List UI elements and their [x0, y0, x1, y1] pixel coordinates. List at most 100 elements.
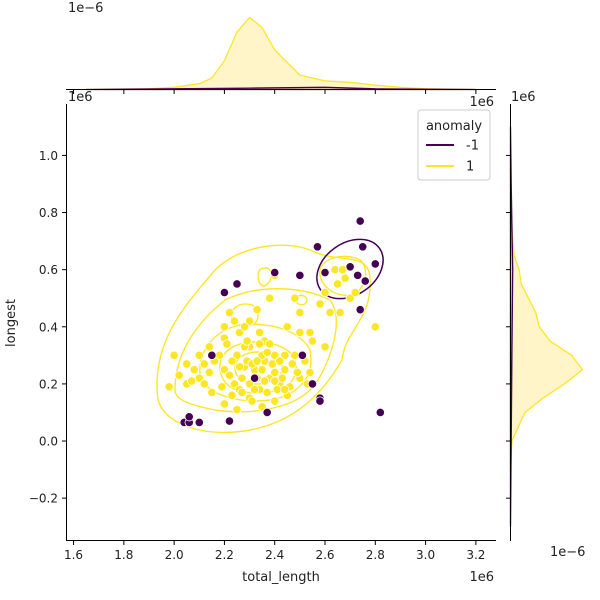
data-point-anomaly-neg1: [358, 242, 368, 252]
data-point-anomaly-1: [270, 396, 280, 406]
data-point-anomaly-1: [315, 299, 325, 309]
data-point-anomaly-1: [187, 376, 197, 386]
marginal-right-kde: 1e−6: [506, 104, 585, 560]
data-point-anomaly-1: [224, 307, 235, 318]
data-point-anomaly-neg1: [194, 417, 204, 428]
data-point-anomaly-neg1: [307, 379, 318, 389]
x-axis-label: total_length: [242, 570, 320, 585]
legend-title: anomaly: [426, 119, 482, 134]
data-point-anomaly-1: [305, 327, 315, 338]
data-point-anomaly-1: [174, 370, 184, 380]
data-point-anomaly-neg1: [219, 287, 230, 298]
data-point-anomaly-1: [224, 370, 235, 380]
data-point-anomaly-1: [262, 347, 272, 358]
data-point-anomaly-1: [189, 365, 199, 375]
data-point-anomaly-1: [229, 316, 240, 326]
x-tick-label: 2.2: [215, 548, 234, 562]
data-point-anomaly-neg1: [360, 276, 370, 286]
y-offset-label-right: 1e6: [511, 90, 536, 105]
marginal-right-offset-label: 1e−6: [550, 545, 585, 560]
data-point-anomaly-1: [182, 359, 192, 369]
data-point-anomaly-neg1: [295, 270, 305, 280]
data-point-anomaly-1: [237, 387, 247, 398]
x-offset-label-top: 1e6: [469, 95, 494, 110]
data-point-anomaly-1: [295, 307, 305, 318]
data-point-anomaly-1: [257, 365, 267, 375]
data-point-anomaly-1: [280, 350, 290, 360]
y-tick-label: 1.0: [39, 149, 58, 163]
x-tick-label: 2.0: [165, 548, 184, 562]
data-point-anomaly-1: [194, 350, 204, 360]
data-point-anomaly-neg1: [315, 396, 325, 406]
kde-contour-anomaly-1: [156, 244, 371, 434]
data-point-anomaly-1: [267, 359, 277, 369]
data-point-anomaly-1: [164, 382, 174, 392]
kde-contour-anomaly-neg1: [316, 238, 384, 300]
data-point-anomaly-neg1: [232, 279, 242, 289]
data-point-anomaly-1: [280, 385, 290, 395]
data-point-anomaly-1: [252, 305, 262, 315]
data-point-anomaly-1: [270, 376, 280, 386]
kde-contour-anomaly-1: [257, 267, 272, 287]
y-tick-label: 0.6: [39, 263, 58, 277]
data-point-anomaly-1: [252, 356, 262, 366]
y-tick-label: −0.2: [29, 492, 58, 506]
x-offset-label: 1e6: [469, 570, 494, 585]
x-tick-label: 3.2: [466, 548, 485, 562]
data-point-anomaly-neg1: [249, 373, 260, 383]
main-axes: 1.6 1.8 2.0 2.2 2.4 2.6 2.8 3.0 3.2 −0.2 0.0 0.2 0.…: [4, 90, 536, 585]
data-point-anomaly-1: [325, 307, 335, 318]
x-tick-label: 1.6: [64, 548, 83, 562]
y-tick-label: 0.2: [39, 377, 58, 391]
marginal-top-offset-label: 1e−6: [68, 1, 103, 16]
data-point-anomaly-1: [219, 399, 230, 409]
kde-contour-anomaly-1: [231, 303, 259, 327]
data-point-anomaly-1: [249, 385, 260, 395]
data-point-anomaly-1: [244, 316, 255, 326]
data-point-anomaly-1: [330, 265, 340, 275]
data-point-anomaly-1: [255, 327, 265, 338]
data-point-anomaly-1: [320, 287, 330, 298]
data-point-anomaly-1: [239, 322, 250, 332]
data-point-anomaly-1: [217, 382, 227, 392]
data-point-anomaly-1: [265, 293, 275, 303]
data-point-anomaly-neg1: [207, 350, 217, 360]
data-point-anomaly-1: [207, 387, 217, 398]
data-point-anomaly-1: [227, 356, 237, 366]
legend-label-1: 1: [466, 160, 474, 175]
data-point-anomaly-neg1: [312, 242, 323, 252]
data-point-anomaly-1: [290, 293, 300, 303]
data-point-anomaly-neg1: [297, 350, 307, 360]
data-point-anomaly-1: [320, 342, 330, 352]
data-point-anomaly-1: [338, 265, 348, 275]
data-point-anomaly-neg1: [270, 267, 280, 278]
x-tick-label: 2.4: [265, 548, 284, 562]
data-point-anomaly-1: [234, 327, 245, 338]
data-point-anomaly-1: [229, 379, 240, 389]
data-point-anomaly-1: [265, 339, 275, 349]
data-point-anomaly-neg1: [353, 270, 363, 280]
x-tick-label: 2.8: [366, 548, 385, 562]
data-point-anomaly-neg1: [355, 216, 365, 226]
data-point-anomaly-1: [244, 379, 255, 389]
data-point-anomaly-1: [282, 322, 292, 332]
data-point-anomaly-1: [350, 287, 360, 298]
legend-label-0: -1: [466, 139, 479, 154]
data-point-anomaly-1: [335, 307, 345, 318]
data-point-anomaly-1: [232, 405, 242, 415]
data-point-anomaly-1: [199, 379, 209, 389]
data-point-anomaly-1: [332, 279, 343, 289]
data-point-anomaly-1: [287, 359, 297, 369]
data-point-anomaly-1: [295, 327, 305, 338]
data-point-anomaly-neg1: [262, 407, 272, 418]
data-point-anomaly-1: [262, 387, 272, 398]
y-tick-label: 0.0: [39, 435, 58, 449]
data-point-anomaly-1: [277, 373, 287, 383]
data-point-anomaly-1: [234, 362, 245, 372]
kde-contour-anomaly-1: [199, 323, 312, 402]
x-tick-label: 2.6: [315, 548, 334, 562]
data-point-anomaly-1: [255, 339, 265, 349]
data-point-anomaly-1: [232, 350, 242, 360]
data-point-anomaly-1: [305, 367, 315, 378]
